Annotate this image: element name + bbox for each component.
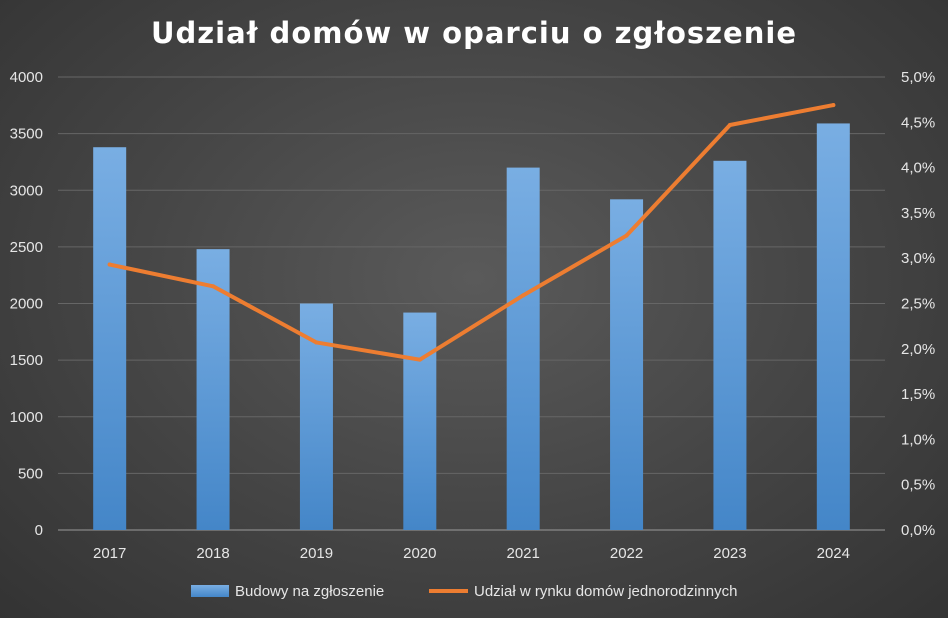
line-series <box>107 103 836 362</box>
right-tick-label: 4,5% <box>901 114 935 131</box>
x-tick-label: 2017 <box>93 545 126 562</box>
right-tick-label: 1,5% <box>901 386 935 403</box>
right-tick-label: 2,0% <box>901 341 935 358</box>
legend-label-line: Udział w rynku domów jednorodzinnych <box>474 583 737 600</box>
left-axis-ticks: 0 500 1000 1500 2000 2500 3000 3500 4000 <box>10 69 43 539</box>
line-point-2022 <box>624 233 629 238</box>
x-tick-label: 2022 <box>610 545 643 562</box>
bar-2018 <box>196 249 230 530</box>
bar-series <box>93 123 850 531</box>
line-path <box>107 103 836 362</box>
legend-swatch-bars <box>191 585 229 597</box>
left-tick-label: 1000 <box>10 409 43 426</box>
right-tick-label: 0,5% <box>901 477 935 494</box>
right-tick-label: 2,5% <box>901 296 935 313</box>
line-point-2020 <box>417 357 422 362</box>
left-tick-label: 1500 <box>10 352 43 369</box>
x-tick-label: 2021 <box>507 545 540 562</box>
line-point-2017 <box>107 262 112 267</box>
legend-label-bars: Budowy na zgłoszenie <box>235 583 384 600</box>
x-tick-label: 2019 <box>300 545 333 562</box>
right-tick-label: 0,0% <box>901 522 935 539</box>
bar-2022 <box>610 199 644 530</box>
right-tick-label: 5,0% <box>901 69 935 86</box>
line-point-2023 <box>727 123 732 128</box>
bar-2023 <box>713 160 747 530</box>
right-axis-ticks: 0,0% 0,5% 1,0% 1,5% 2,0% 2,5% 3,0% 3,5% 4,0% 4,5%… <box>901 69 935 539</box>
line-point-2021 <box>521 293 526 298</box>
gridlines <box>58 76 885 531</box>
bar-2020 <box>403 312 437 530</box>
left-tick-label: 3000 <box>10 182 43 199</box>
chart-title: Udział domów w oparciu o zgłoszenie <box>151 16 797 50</box>
x-tick-label: 2018 <box>196 545 229 562</box>
right-tick-label: 1,0% <box>901 431 935 448</box>
bar-2021 <box>506 167 540 530</box>
line-point-2018 <box>211 284 216 289</box>
line-point-2024 <box>831 103 836 108</box>
left-tick-label: 4000 <box>10 69 43 86</box>
x-tick-label: 2023 <box>713 545 746 562</box>
x-tick-label: 2020 <box>403 545 436 562</box>
x-axis-ticks: 2017 2018 2019 2020 2021 2022 2023 2024 <box>93 545 850 562</box>
bar-2024 <box>816 123 850 531</box>
bar-2017 <box>93 147 127 530</box>
legend: Budowy na zgłoszenie Udział w rynku domó… <box>191 583 737 600</box>
right-tick-label: 3,0% <box>901 250 935 267</box>
left-tick-label: 3500 <box>10 126 43 143</box>
right-tick-label: 4,0% <box>901 160 935 177</box>
left-tick-label: 500 <box>18 465 43 482</box>
line-point-2019 <box>314 340 319 345</box>
left-tick-label: 0 <box>35 522 43 539</box>
left-tick-label: 2000 <box>10 296 43 313</box>
x-tick-label: 2024 <box>817 545 850 562</box>
left-tick-label: 2500 <box>10 239 43 256</box>
right-tick-label: 3,5% <box>901 205 935 222</box>
